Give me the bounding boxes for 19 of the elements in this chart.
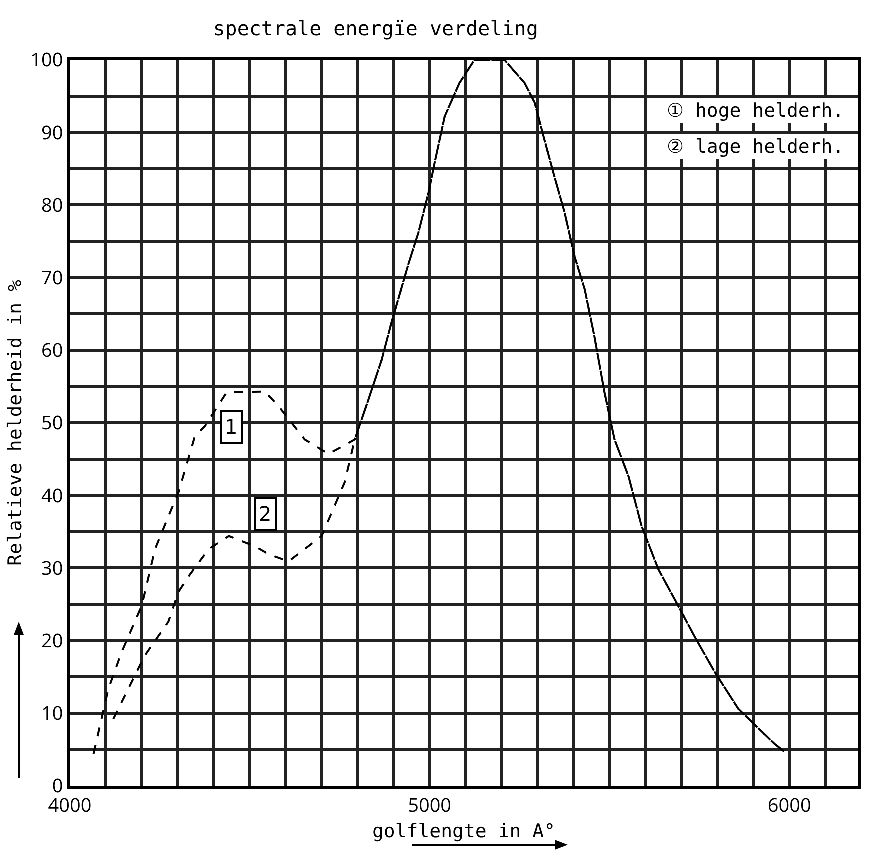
y-tick-label: 20 bbox=[41, 627, 64, 654]
annotation: 2 bbox=[259, 502, 272, 526]
y-tick-label: 50 bbox=[41, 410, 64, 436]
annotation: ① hoge helderh. bbox=[667, 100, 844, 122]
y-tick-label: 90 bbox=[41, 119, 64, 146]
x-axis-title: golflengte in A° bbox=[372, 820, 556, 843]
y-tick-label: 10 bbox=[41, 700, 64, 726]
y-tick-label: 80 bbox=[41, 192, 64, 218]
chart-title: spectrale energïe verdeling bbox=[213, 16, 538, 41]
annotation: 1 bbox=[225, 415, 238, 439]
x-tick-label: 5000 bbox=[408, 792, 452, 818]
y-tick-label: 30 bbox=[41, 554, 64, 581]
y-tick-label: 40 bbox=[41, 482, 64, 508]
annotation: ② lage helderh. bbox=[667, 136, 844, 158]
y-axis-title: Relatieve helderheid in % bbox=[4, 279, 26, 566]
x-tick-label: 6000 bbox=[768, 792, 812, 818]
y-tick-label: 100 bbox=[30, 46, 64, 73]
y-tick-label: 70 bbox=[41, 264, 64, 290]
y-tick-label: 60 bbox=[41, 337, 64, 364]
